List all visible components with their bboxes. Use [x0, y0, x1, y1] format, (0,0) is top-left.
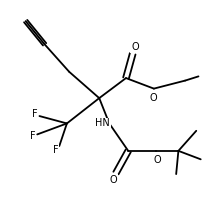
- Text: F: F: [32, 109, 37, 119]
- Text: O: O: [153, 155, 161, 165]
- Text: F: F: [29, 131, 35, 141]
- Text: O: O: [131, 42, 139, 52]
- Text: O: O: [149, 93, 157, 103]
- Text: O: O: [110, 175, 118, 185]
- Text: HN: HN: [95, 118, 110, 128]
- Text: F: F: [53, 145, 59, 155]
